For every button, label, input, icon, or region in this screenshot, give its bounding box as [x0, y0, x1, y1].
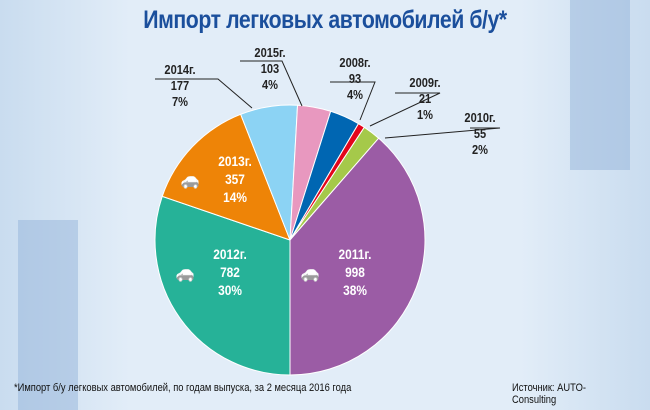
slice-label: 2012г. — [213, 246, 247, 262]
slice-label: 2009г. 21 1% — [400, 75, 451, 123]
slice-label: 2014г. — [164, 62, 196, 77]
slice-label: 2013г. 357 14% 🚗 — [181, 152, 261, 206]
pie-slice-2013 — [161, 113, 291, 241]
slice-label: 2009г. — [409, 75, 441, 90]
slice-label: 2014г. 177 7% — [155, 62, 206, 110]
slice-label: 2010г. 55 2% — [455, 110, 506, 158]
slice-value: 21 — [418, 91, 432, 106]
slice-pct: 30% — [218, 282, 242, 298]
slice-pct: 38% — [343, 282, 367, 298]
slice-value: 782 — [220, 264, 240, 280]
slice-value: 177 — [170, 78, 190, 93]
slice-value: 998 — [345, 264, 365, 280]
pie-slice-2012 — [154, 195, 291, 376]
slice-label: 2008г. 93 4% — [330, 55, 381, 103]
slice-label: 2011г. — [338, 246, 372, 262]
slice-pct: 4% — [347, 87, 363, 102]
slice-label: 2008г. — [339, 55, 371, 70]
car-icon: 🚗 — [175, 262, 195, 282]
leader-line — [155, 78, 253, 109]
source: Источник: AUTO-Consulting — [512, 382, 587, 406]
leader-line — [240, 60, 303, 107]
slice-label: 2013г. — [218, 153, 252, 169]
slice-label: 2015г. — [254, 45, 286, 60]
car-icon: 🚗 — [180, 169, 200, 189]
slice-pct: 1% — [417, 107, 433, 122]
slice-pct: 7% — [172, 94, 188, 109]
slice-value: 103 — [260, 61, 280, 76]
footnote: *Импорт б/у легковых автомобилей, по год… — [14, 382, 352, 394]
chart-title: Импорт легковых автомобилей б/у* — [143, 6, 507, 34]
slice-pct: 2% — [472, 142, 488, 157]
leader-line — [384, 127, 501, 139]
slice-pct: 14% — [223, 189, 247, 205]
slice-label: 2012г. 782 30% 🚗 — [176, 245, 256, 299]
pie-slice-2011 — [289, 137, 426, 376]
leader-line — [369, 92, 441, 127]
car-icon: 🚗 — [300, 262, 320, 282]
slice-label: 2015г. 103 4% — [245, 45, 296, 93]
slice-value: 55 — [473, 126, 487, 141]
slice-pct: 4% — [262, 77, 278, 92]
leader-line — [330, 81, 376, 121]
slice-label: 2011г. 998 38% 🚗 — [301, 245, 381, 299]
slice-value: 93 — [348, 71, 362, 86]
slice-value: 357 — [225, 171, 245, 187]
slice-label: 2010г. — [464, 110, 496, 125]
